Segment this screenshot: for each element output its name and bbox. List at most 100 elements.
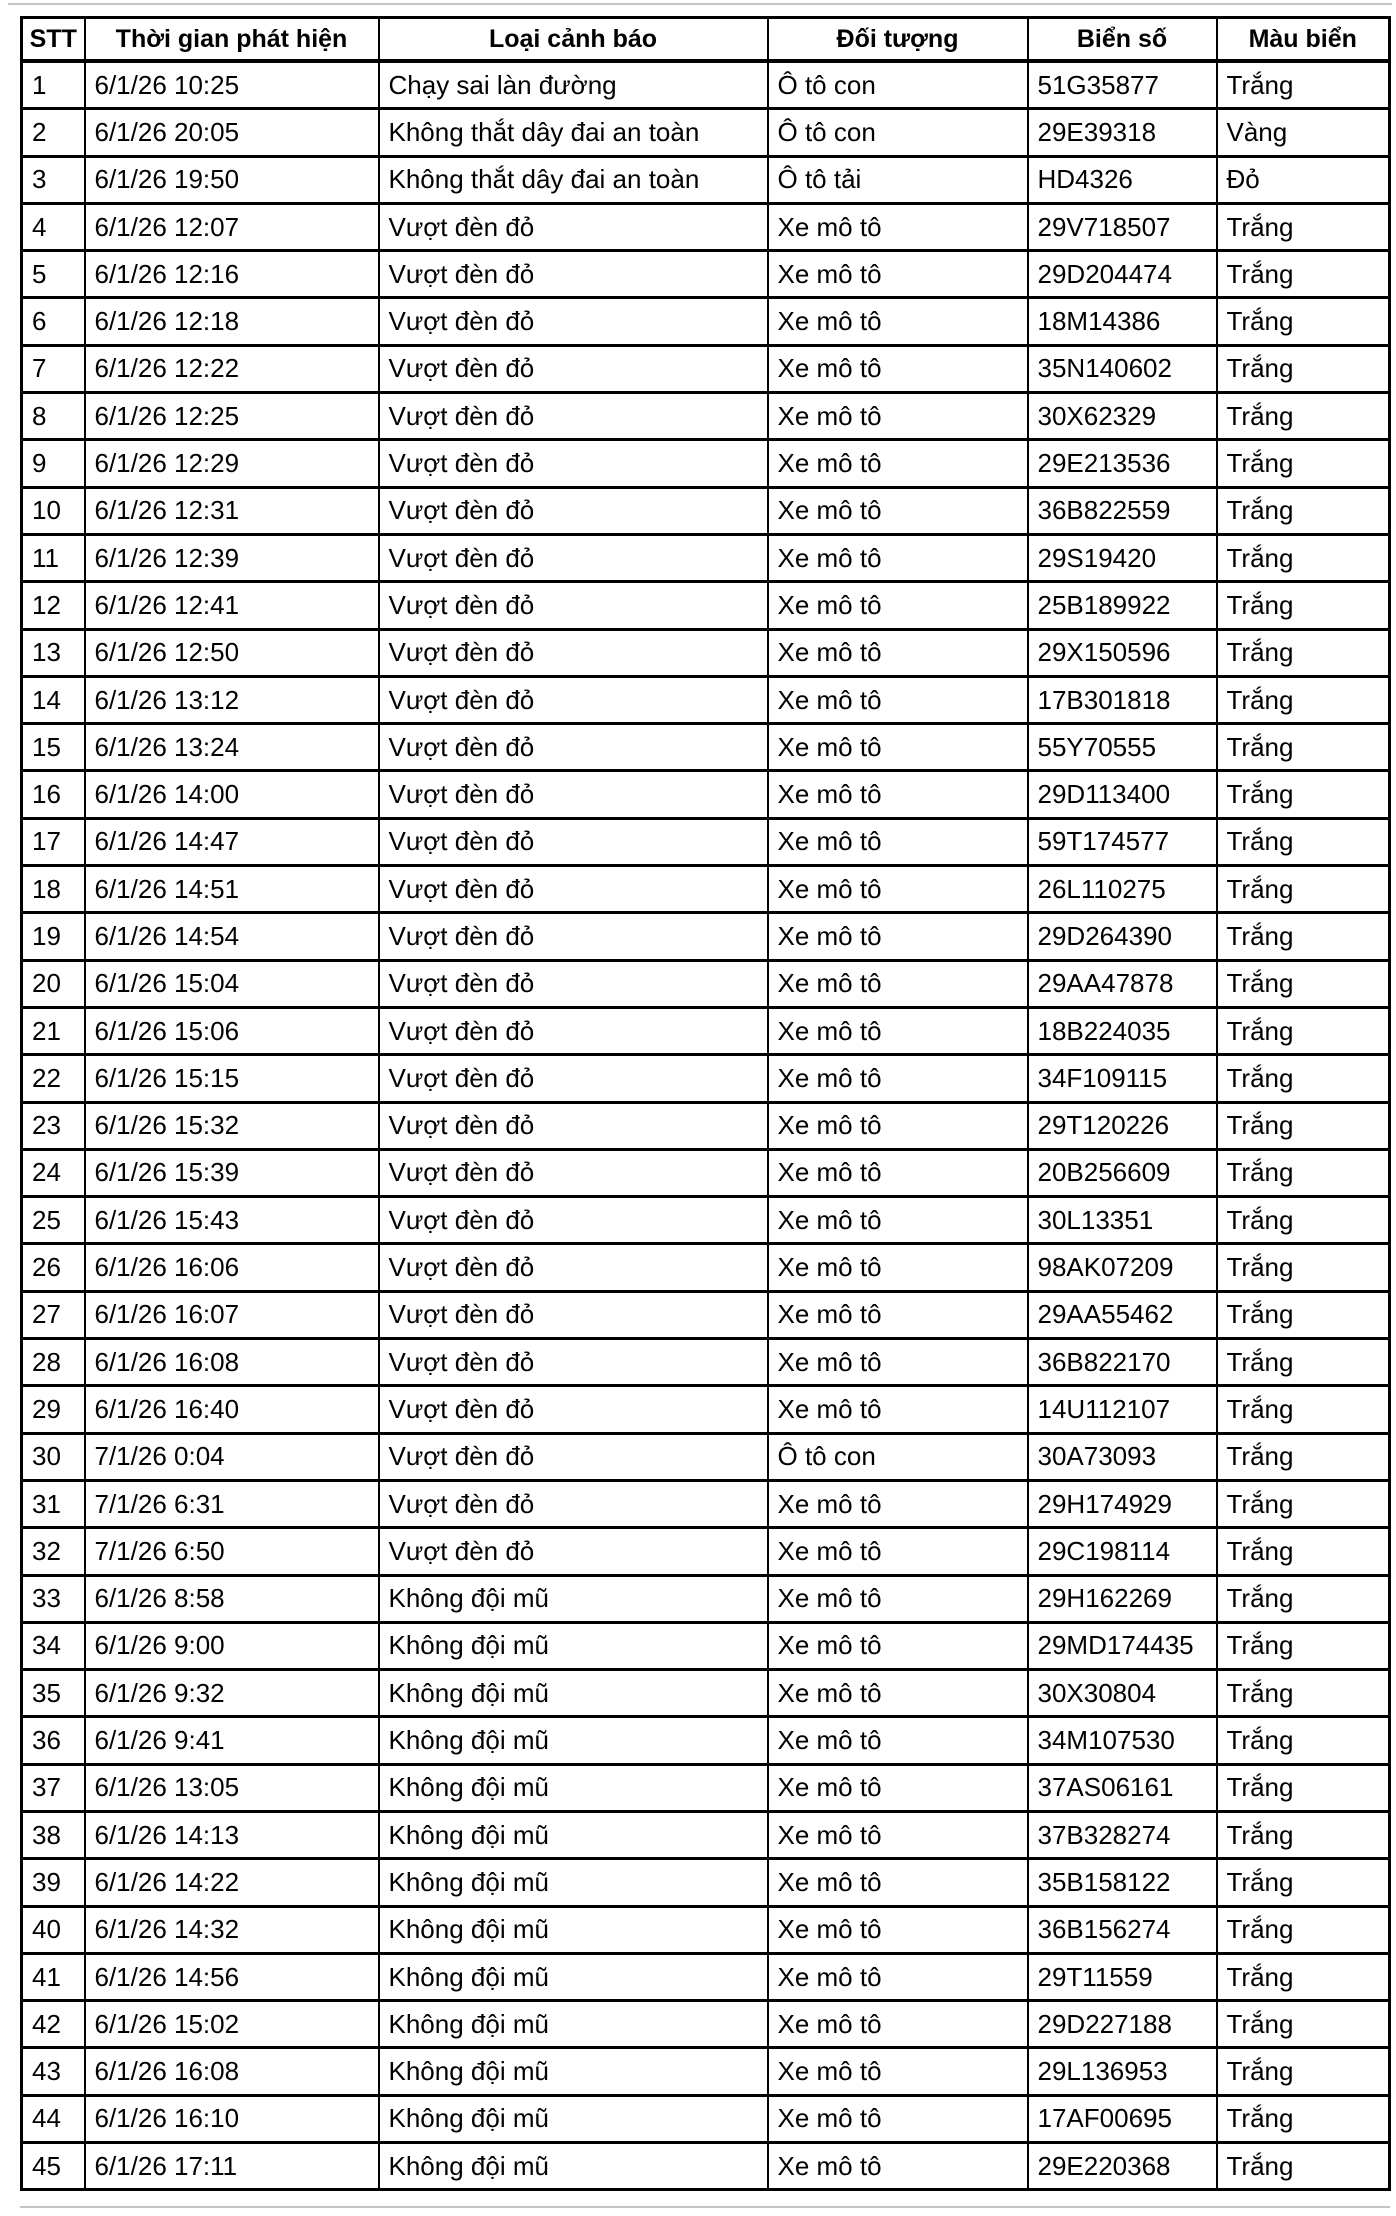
cell-object: Ô tô tải xyxy=(766,154,1029,205)
cell-stt: 9 xyxy=(20,438,86,489)
cell-color: Trắng xyxy=(1215,1999,1391,2050)
table-row: 20 6/1/26 15:04 Vượt đèn đỏ Xe mô tô 29AA478… xyxy=(20,958,1391,1009)
cell-type: Không đội mũ xyxy=(377,1620,769,1672)
cell-stt: 18 xyxy=(20,864,86,915)
header-stt: STT xyxy=(20,16,86,63)
cell-color: Trắng xyxy=(1215,1478,1391,1530)
cell-color: Trắng xyxy=(1215,1195,1391,1246)
cell-object: Xe mô tô xyxy=(766,2141,1029,2192)
cell-stt: 28 xyxy=(20,1337,86,1388)
cell-type: Không đội mũ xyxy=(377,1999,769,2050)
cell-stt: 22 xyxy=(20,1053,86,1104)
cell-type: Vượt đèn đỏ xyxy=(377,1431,769,1482)
cell-type: Không đội mũ xyxy=(377,2093,769,2145)
cell-stt: 24 xyxy=(20,1147,86,1199)
cell-type: Không thắt dây đai an toàn xyxy=(377,154,769,205)
bottom-hairline xyxy=(20,2206,1390,2208)
cell-color: Trắng xyxy=(1215,391,1391,442)
cell-stt: 43 xyxy=(20,2046,86,2097)
cell-stt: 29 xyxy=(20,1384,86,1435)
cell-type: Vượt đèn đỏ xyxy=(377,627,769,678)
cell-plate: 59T174577 xyxy=(1026,816,1218,868)
cell-plate: 29S19420 xyxy=(1026,532,1218,584)
cell-plate: 36B156274 xyxy=(1026,1904,1218,1955)
cell-object: Xe mô tô xyxy=(766,1195,1029,1246)
cell-object: Xe mô tô xyxy=(766,1526,1029,1577)
cell-color: Trắng xyxy=(1215,769,1391,820)
cell-stt: 34 xyxy=(20,1620,86,1672)
cell-object: Xe mô tô xyxy=(766,391,1029,442)
cell-time: 6/1/26 12:41 xyxy=(83,580,380,631)
cell-object: Xe mô tô xyxy=(766,1762,1029,1813)
table-row: 31 7/1/26 6:31 Vượt đèn đỏ Xe mô tô 29H17492… xyxy=(20,1478,1391,1530)
table-row: 36 6/1/26 9:41 Không đội mũ Xe mô tô 34M1075… xyxy=(20,1715,1391,1766)
cell-stt: 3 xyxy=(20,154,86,205)
cell-time: 6/1/26 13:12 xyxy=(83,674,380,726)
cell-color: Trắng xyxy=(1215,1147,1391,1199)
cell-plate: 14U112107 xyxy=(1026,1384,1218,1435)
cell-stt: 25 xyxy=(20,1195,86,1246)
cell-stt: 41 xyxy=(20,1951,86,2003)
cell-stt: 38 xyxy=(20,1809,86,1861)
cell-type: Vượt đèn đỏ xyxy=(377,816,769,868)
cell-time: 6/1/26 19:50 xyxy=(83,154,380,205)
cell-color: Trắng xyxy=(1215,1100,1391,1151)
cell-object: Xe mô tô xyxy=(766,1337,1029,1388)
table-row: 16 6/1/26 14:00 Vượt đèn đỏ Xe mô tô 29D1134… xyxy=(20,769,1391,820)
cell-time: 6/1/26 17:11 xyxy=(83,2141,380,2192)
cell-plate: 30A73093 xyxy=(1026,1431,1218,1482)
cell-stt: 35 xyxy=(20,1668,86,1719)
cell-object: Xe mô tô xyxy=(766,1951,1029,2003)
table-row: 1 6/1/26 10:25 Chạy sai làn đường Ô tô con 5… xyxy=(20,59,1391,111)
cell-stt: 5 xyxy=(20,249,86,300)
cell-object: Xe mô tô xyxy=(766,296,1029,347)
table-row: 24 6/1/26 15:39 Vượt đèn đỏ Xe mô tô 20B2566… xyxy=(20,1147,1391,1199)
cell-plate: 26L110275 xyxy=(1026,864,1218,915)
cell-type: Vượt đèn đỏ xyxy=(377,1053,769,1104)
cell-time: 6/1/26 15:02 xyxy=(83,1999,380,2050)
cell-plate: 29X150596 xyxy=(1026,627,1218,678)
cell-stt: 31 xyxy=(20,1478,86,1530)
cell-object: Xe mô tô xyxy=(766,1147,1029,1199)
cell-time: 6/1/26 12:25 xyxy=(83,391,380,442)
cell-color: Trắng xyxy=(1215,1904,1391,1955)
table-row: 4 6/1/26 12:07 Vượt đèn đỏ Xe mô tô 29V71850… xyxy=(20,201,1391,253)
cell-stt: 37 xyxy=(20,1762,86,1813)
cell-time: 6/1/26 9:32 xyxy=(83,1668,380,1719)
cell-plate: 29T11559 xyxy=(1026,1951,1218,2003)
cell-stt: 6 xyxy=(20,296,86,347)
cell-plate: 20B256609 xyxy=(1026,1147,1218,1199)
cell-object: Xe mô tô xyxy=(766,958,1029,1009)
cell-type: Vượt đèn đỏ xyxy=(377,580,769,631)
table-row: 10 6/1/26 12:31 Vượt đèn đỏ Xe mô tô 36B8225… xyxy=(20,485,1391,536)
cell-color: Trắng xyxy=(1215,532,1391,584)
cell-object: Xe mô tô xyxy=(766,2046,1029,2097)
cell-color: Trắng xyxy=(1215,1762,1391,1813)
cell-type: Vượt đèn đỏ xyxy=(377,1337,769,1388)
cell-type: Vượt đèn đỏ xyxy=(377,532,769,584)
cell-object: Xe mô tô xyxy=(766,532,1029,584)
cell-color: Trắng xyxy=(1215,1809,1391,1861)
cell-type: Vượt đèn đỏ xyxy=(377,1289,769,1341)
cell-time: 6/1/26 14:32 xyxy=(83,1904,380,1955)
cell-stt: 26 xyxy=(20,1242,86,1293)
cell-type: Vượt đèn đỏ xyxy=(377,485,769,536)
cell-stt: 36 xyxy=(20,1715,86,1766)
table-header: STT Thời gian phát hiện Loại cảnh báo Đố… xyxy=(20,16,1391,63)
top-hairline xyxy=(8,3,1392,5)
cell-object: Xe mô tô xyxy=(766,1573,1029,1624)
cell-type: Không đội mũ xyxy=(377,1857,769,1908)
cell-color: Trắng xyxy=(1215,1337,1391,1388)
cell-stt: 14 xyxy=(20,674,86,726)
cell-type: Không đội mũ xyxy=(377,1904,769,1955)
cell-plate: 34F109115 xyxy=(1026,1053,1218,1104)
cell-time: 6/1/26 8:58 xyxy=(83,1573,380,1624)
cell-color: Trắng xyxy=(1215,59,1391,111)
cell-plate: 30X30804 xyxy=(1026,1668,1218,1719)
table-row: 44 6/1/26 16:10 Không đội mũ Xe mô tô 17AF00… xyxy=(20,2093,1391,2145)
cell-time: 6/1/26 12:18 xyxy=(83,296,380,347)
cell-color: Trắng xyxy=(1215,816,1391,868)
cell-plate: 29D113400 xyxy=(1026,769,1218,820)
table-row: 17 6/1/26 14:47 Vượt đèn đỏ Xe mô tô 59T1745… xyxy=(20,816,1391,868)
cell-stt: 32 xyxy=(20,1526,86,1577)
